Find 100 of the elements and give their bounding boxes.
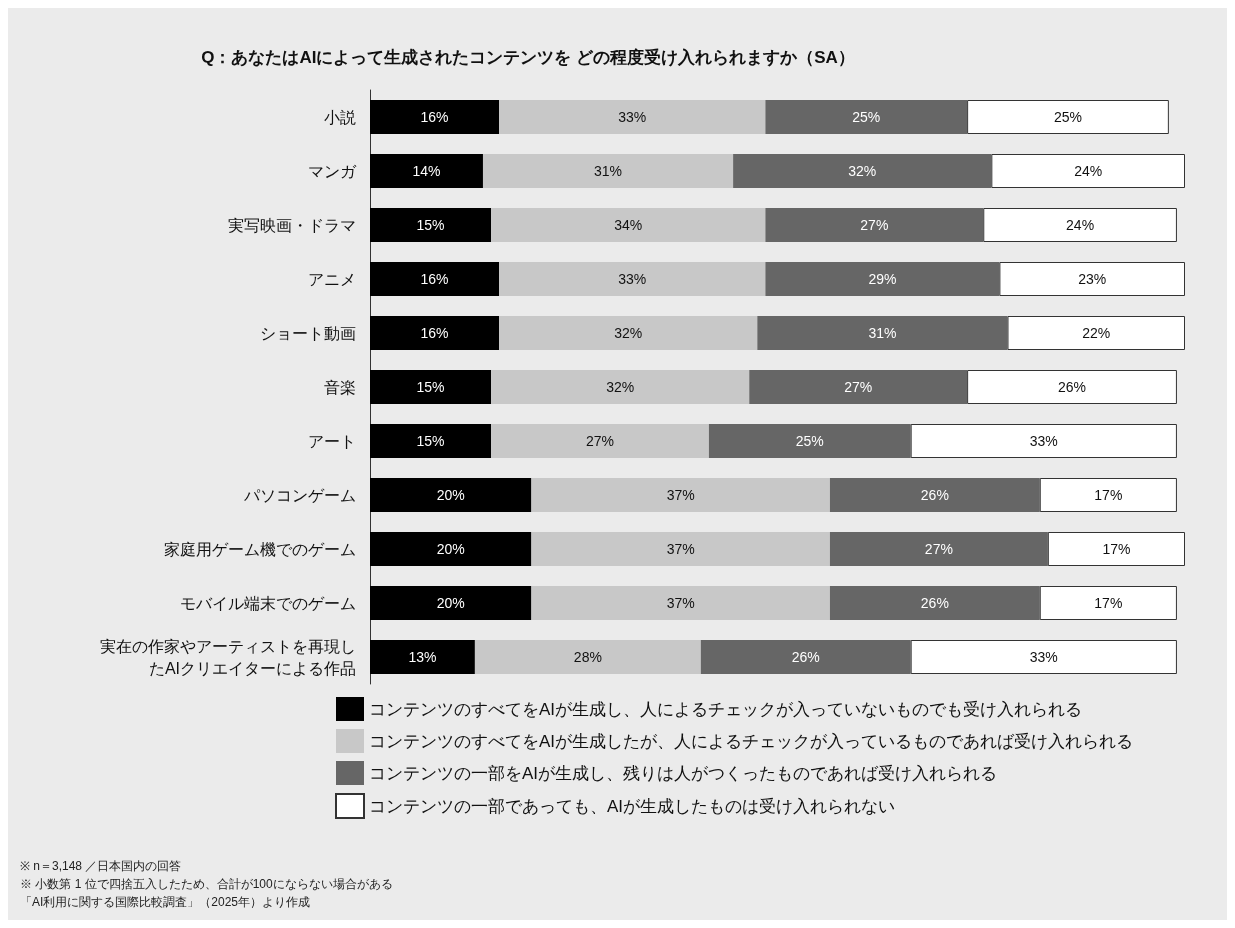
bar <box>708 424 911 458</box>
text: ※ 小数第 1 位で四捨五入したため、合計が100にならない場合がある <box>20 877 393 891</box>
bar <box>370 478 532 512</box>
data-label: 25% <box>1053 109 1083 125</box>
bar <box>370 262 500 296</box>
data-label: 33% <box>1029 649 1058 665</box>
data-label: 32% <box>606 379 635 395</box>
bar <box>910 424 1177 458</box>
bar <box>967 100 1169 134</box>
bar <box>491 424 709 458</box>
bar <box>733 154 992 188</box>
data-label: 25% <box>852 109 881 125</box>
bar <box>482 154 734 188</box>
data-label: 24% <box>1074 163 1103 179</box>
text: 「AI利用に関する国際比較調査」（2025年）より作成 <box>20 895 311 909</box>
data-label: 29% <box>868 271 897 287</box>
data-label: 27% <box>844 379 873 395</box>
data-label: 17% <box>1094 595 1123 611</box>
data-label: 17% <box>1102 541 1131 557</box>
data-label: 27% <box>924 541 953 557</box>
y-tick-label: ショート動画 <box>260 324 356 342</box>
bar <box>531 532 830 566</box>
data-label: 14% <box>412 163 441 179</box>
data-label: 33% <box>618 109 647 125</box>
y-tick-label: パソコンゲーム <box>243 486 356 504</box>
legend-label: コンテンツのすべてをAIが生成し、人によるチェックが入っていないものでも受け入れられる <box>369 699 1083 719</box>
bar <box>491 208 766 242</box>
data-label: 17% <box>1094 487 1123 503</box>
data-label: 31% <box>868 325 897 341</box>
legend-label: コンテンツのすべてをAIが生成したが、人によるチェックが入っているものであれば受け入れられる <box>369 731 1134 751</box>
data-label: 32% <box>848 163 877 179</box>
bar <box>829 586 1040 620</box>
bar <box>991 154 1185 188</box>
bar <box>370 154 483 188</box>
data-label: 37% <box>666 595 695 611</box>
data-label: 15% <box>416 433 445 449</box>
bar <box>531 478 830 512</box>
y-tick-label: モバイル端末でのゲーム <box>180 594 356 612</box>
bar <box>370 532 532 566</box>
bar <box>765 100 968 134</box>
y-tick-label: 小説 <box>324 108 356 126</box>
bar <box>499 100 766 134</box>
bar <box>829 478 1040 512</box>
legend-label: コンテンツの一部であっても、AIが生成したものは受け入れられない <box>369 796 896 816</box>
bar <box>983 208 1177 242</box>
data-label: 26% <box>920 595 949 611</box>
data-label: 20% <box>436 487 465 503</box>
data-label: 27% <box>585 433 614 449</box>
bar <box>370 424 492 458</box>
y-tick-label: アニメ <box>308 270 356 288</box>
data-label: 24% <box>1066 217 1095 233</box>
text: ※ n＝3,148 ／日本国内の回答 <box>20 859 182 873</box>
data-label: 33% <box>1029 433 1058 449</box>
y-tick-label: 音楽 <box>324 378 356 396</box>
bar <box>1039 586 1177 620</box>
bar <box>1039 478 1177 512</box>
data-label: 37% <box>666 541 695 557</box>
bar <box>910 640 1177 674</box>
bar <box>474 640 701 674</box>
data-label: 16% <box>420 271 449 287</box>
bar <box>370 316 500 350</box>
legend-label: コンテンツの一部をAIが生成し、残りは人がつくったものであれば受け入れられる <box>369 763 998 783</box>
data-label: 15% <box>416 379 445 395</box>
bar <box>491 370 750 404</box>
data-label: 20% <box>436 541 465 557</box>
data-label: 37% <box>666 487 695 503</box>
bar <box>531 586 830 620</box>
bar <box>967 370 1177 404</box>
bar <box>370 586 532 620</box>
data-label: 27% <box>860 217 889 233</box>
y-tick-label: 実在の作家やアーティストを再現したAIクリエイターによる作品 <box>100 637 356 677</box>
data-label: 20% <box>436 595 465 611</box>
y-tick-label: マンガ <box>308 162 357 180</box>
data-label: 25% <box>795 433 824 449</box>
bar <box>757 316 1008 350</box>
data-label: 31% <box>594 163 623 179</box>
data-label: 32% <box>614 325 643 341</box>
y-tick-label: 家庭用ゲーム機でのゲーム <box>164 540 356 558</box>
data-label: 26% <box>920 487 949 503</box>
bar <box>1047 532 1185 566</box>
data-label: 16% <box>420 325 449 341</box>
bar <box>370 370 492 404</box>
chart-title: Q：あなたはAIによって生成されたコンテンツを どの程度受け入れられますか（SA） <box>201 48 855 67</box>
bar <box>370 100 500 134</box>
bar <box>499 316 758 350</box>
bar <box>370 640 475 674</box>
bar <box>370 208 492 242</box>
bar <box>829 532 1048 566</box>
data-label: 34% <box>614 217 643 233</box>
bar <box>749 370 968 404</box>
data-label: 23% <box>1078 271 1107 287</box>
bar <box>1007 316 1185 350</box>
data-label: 26% <box>791 649 820 665</box>
data-label: 15% <box>416 217 445 233</box>
y-tick-label: アート <box>308 432 356 450</box>
bar <box>499 262 766 296</box>
bar <box>765 262 1000 296</box>
data-label: 26% <box>1058 379 1087 395</box>
data-label: 28% <box>573 649 602 665</box>
data-label: 16% <box>420 109 449 125</box>
